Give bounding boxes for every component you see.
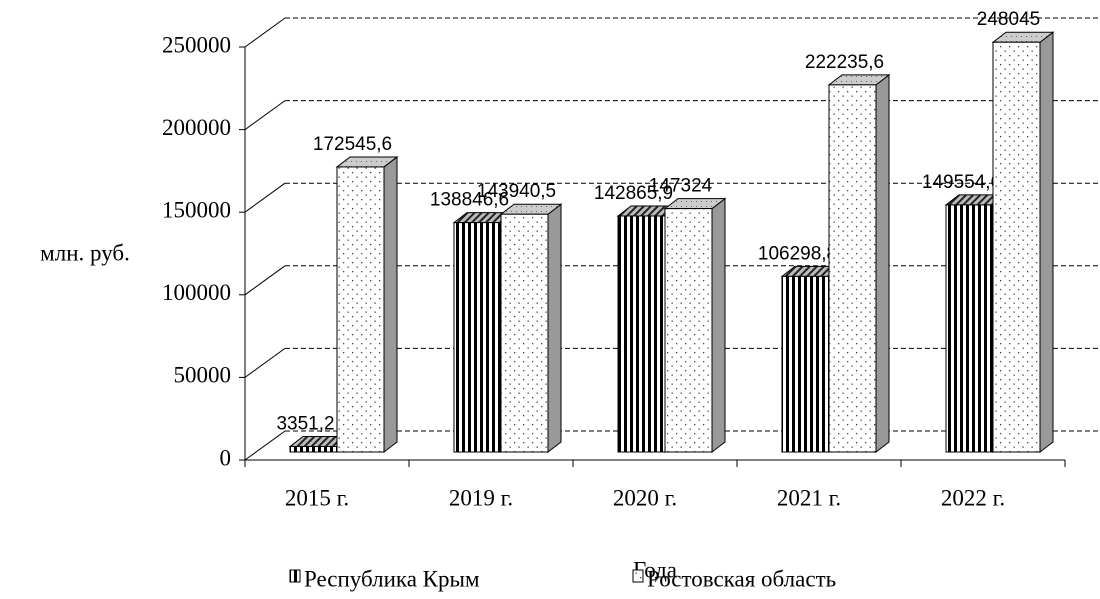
wall-grid-line [244, 100, 286, 131]
value-label: 142865,9 [594, 183, 673, 204]
wall-grid-line [244, 347, 286, 378]
value-label: 222235,6 [805, 52, 884, 73]
y-tick-label: 200000 [162, 115, 231, 140]
value-label: 138846,6 [430, 190, 509, 211]
legend-label: Республика Крым [304, 566, 480, 591]
bar [945, 204, 994, 453]
y-tick-label: 150000 [162, 197, 231, 222]
value-label: 143940,5 [477, 181, 556, 202]
legend-swatch [632, 569, 644, 583]
y-axis-label: млн. руб. [40, 240, 130, 265]
legend-label: Ростовская область [647, 566, 836, 591]
bar-side [383, 155, 398, 454]
bar [992, 41, 1041, 453]
bar [617, 215, 666, 453]
y-tick-label: 100000 [162, 280, 231, 305]
bar [828, 84, 877, 453]
bar [289, 445, 338, 453]
x-tick-label: 2019 г. [449, 485, 513, 510]
bar-side [711, 197, 726, 454]
bar-side [1039, 31, 1054, 454]
legend-swatch [289, 569, 301, 583]
wall-grid-line [244, 265, 286, 296]
bar [781, 275, 830, 453]
x-tick-label: 2021 г. [777, 485, 841, 510]
value-label: 3351,2 [276, 413, 334, 434]
value-label: 147324 [649, 176, 713, 197]
value-label: 149554,6 [922, 172, 1001, 193]
x-tick-label: 2015 г. [285, 485, 349, 510]
bar [336, 166, 385, 453]
wall-grid-line [244, 430, 286, 461]
bar [664, 208, 713, 453]
wall-grid-line [244, 17, 286, 48]
value-label: 248045 [977, 9, 1040, 30]
y-tick-label: 250000 [162, 32, 231, 57]
bar-side [547, 203, 562, 454]
bar [500, 213, 549, 453]
x-tick-label: 2022 г. [941, 485, 1005, 510]
value-label: 106298,8 [758, 243, 837, 264]
bar-side [875, 73, 890, 454]
bar [453, 222, 502, 453]
y-tick-label: 0 [220, 445, 232, 470]
wall-grid-line [244, 182, 286, 213]
y-tick-label: 50000 [174, 363, 232, 388]
x-tick-label: 2020 г. [613, 485, 677, 510]
value-label: 172545,6 [313, 134, 392, 155]
